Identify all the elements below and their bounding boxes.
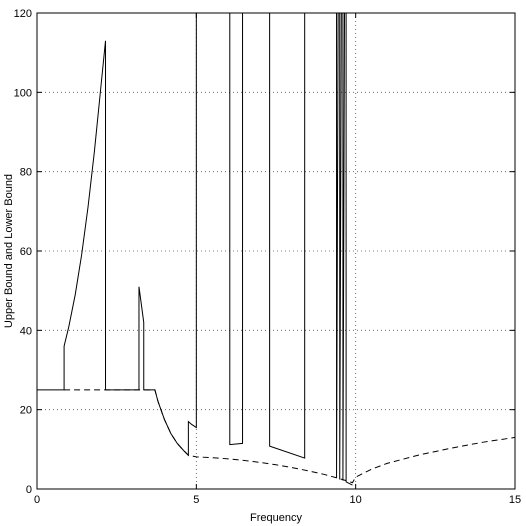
- x-tick-label: 10: [350, 494, 362, 506]
- y-tick-label: 60: [20, 246, 32, 258]
- x-axis-label: Frequency: [250, 512, 302, 524]
- y-tick-label: 20: [20, 405, 32, 417]
- plot-frame: [36, 12, 516, 490]
- x-tick-label: 5: [193, 494, 199, 506]
- y-tick-label: 0: [26, 484, 32, 496]
- x-tick-label: 0: [34, 494, 40, 506]
- upper-bound-line: [37, 12, 353, 486]
- y-tick-label: 100: [14, 87, 32, 99]
- lower-bound-line: [64, 389, 516, 484]
- x-tick-label: 15: [509, 494, 521, 506]
- series-layer: [37, 12, 516, 486]
- y-tick-label: 40: [20, 325, 32, 337]
- y-tick-label: 80: [20, 167, 32, 179]
- grid-layer: [37, 13, 515, 489]
- y-tick-label: 120: [14, 8, 32, 20]
- tick-layer: 0 5 10 15 0 20 40 60 80 100 120: [14, 8, 521, 506]
- y-axis-label: Upper Bound and Lower Bound: [3, 174, 15, 328]
